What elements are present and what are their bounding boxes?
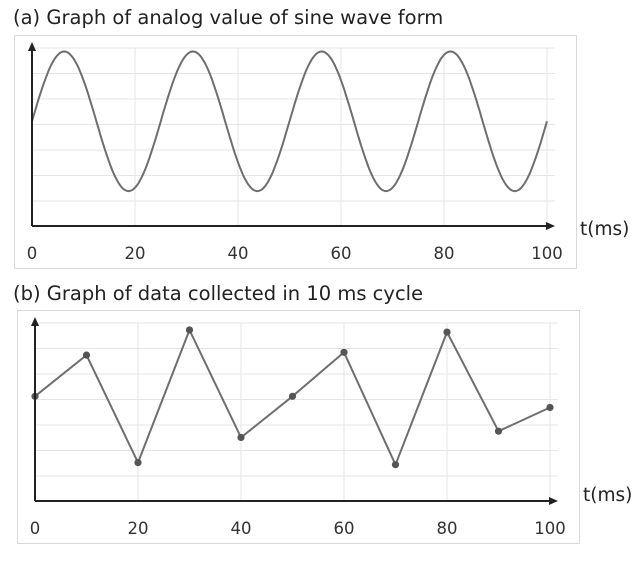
chart-a-x-tick-label: 20 [125,244,146,263]
chart-b-data-point [391,461,400,469]
chart-b-data-point [546,403,554,412]
chart-b-x-tick-label: 60 [334,519,355,538]
chart-b-data-point [288,392,297,400]
chart-a-x-axis-unit: t(ms) [580,219,629,240]
chart-a-title: (a) Graph of analog value of sine wave f… [13,6,444,29]
chart-b-data-point [185,326,194,334]
chart-a-frame: 0 20 40 60 80 100 [14,35,577,269]
chart-b-x-axis-arrow [549,497,558,505]
chart-b-y-axis-arrow [31,317,39,326]
chart-a-x-tick-label: 100 [531,244,563,263]
chart-a-x-tick-label: 60 [331,244,352,263]
chart-b-data-point [134,459,142,467]
chart-b-x-tick-label: 80 [437,519,458,538]
chart-a-plot: 0 20 40 60 80 100 [27,42,563,263]
chart-b-frame: 0 20 40 60 80 100 [17,310,580,544]
chart-b-x-tick-label: 0 [30,519,41,538]
chart-b-data-point [340,348,348,356]
chart-a-x-tick-label: 40 [228,244,249,263]
chart-a-x-tick-label: 0 [27,244,38,263]
chart-b-data-point [494,427,503,435]
chart-a-x-tick-label: 80 [434,244,455,263]
chart-b-data-point [237,433,245,442]
chart-b-data-point [82,351,91,359]
chart-b-title: (b) Graph of data collected in 10 ms cyc… [13,282,424,305]
chart-a-y-axis-arrow [28,42,36,51]
chart-b-data-point [443,328,451,336]
chart-b-x-tick-label: 40 [231,519,252,538]
chart-b-x-tick-label: 100 [534,519,566,538]
chart-b-x-axis-unit: t(ms) [583,485,632,506]
chart-a-series-line [31,50,548,193]
chart-b-x-tick-label: 20 [128,519,149,538]
chart-b-plot: 0 20 40 60 80 100 [30,317,566,538]
chart-a-x-axis-arrow [546,222,555,230]
